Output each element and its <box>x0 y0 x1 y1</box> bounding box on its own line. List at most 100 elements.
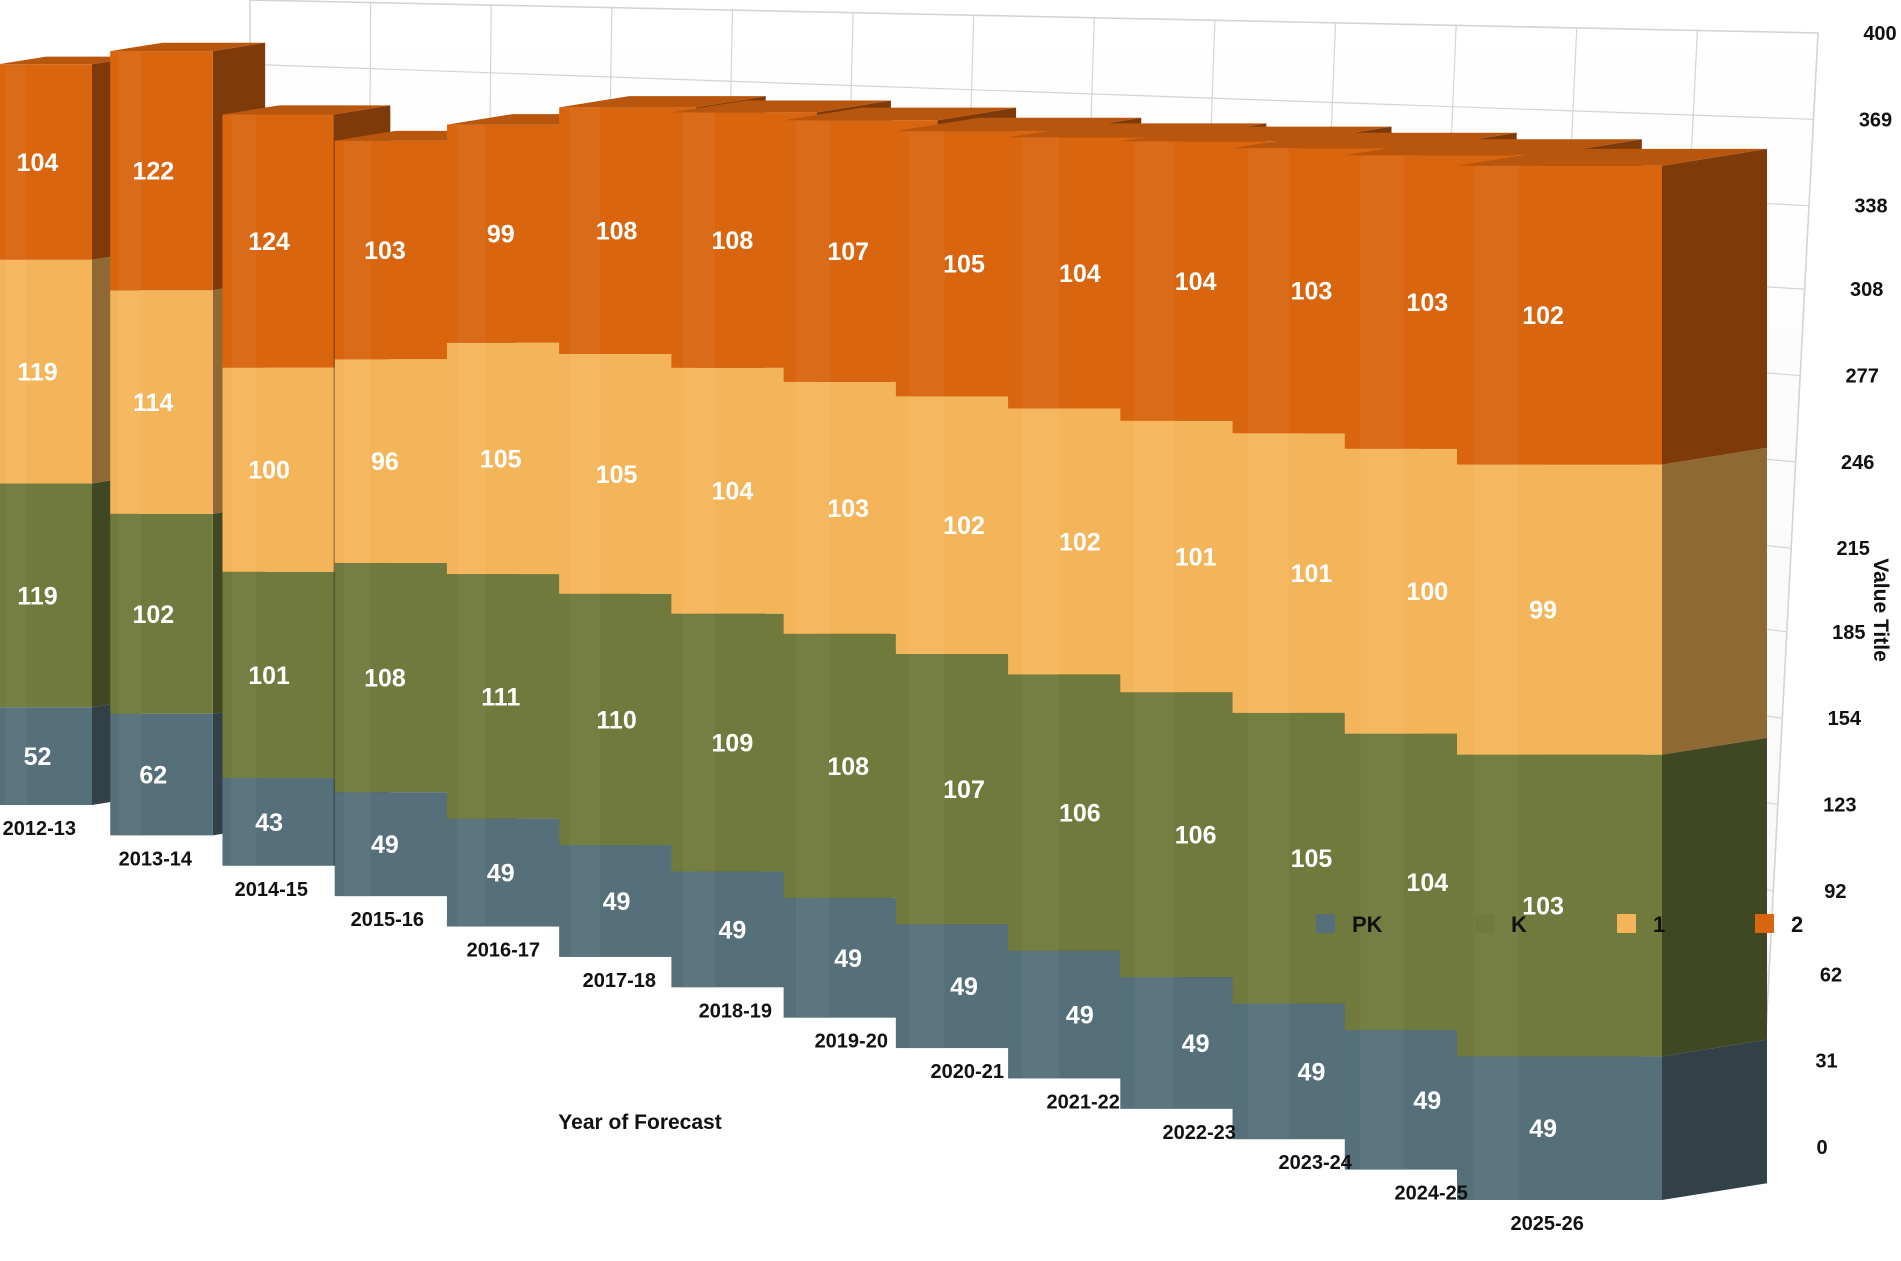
x-tick-label: 2017-18 <box>583 970 656 992</box>
data-label-1: 102 <box>1059 528 1101 556</box>
bar-segment-highlight <box>118 513 141 714</box>
bar-top-face <box>895 117 1142 132</box>
x-tick-label: 2025-26 <box>1510 1213 1583 1235</box>
bar-segment-highlight <box>118 713 141 836</box>
data-label-2: 108 <box>596 218 638 246</box>
bar-segment-highlight <box>1247 712 1289 1004</box>
bar-segment-highlight <box>908 396 945 654</box>
bar-segment-highlight <box>231 571 256 778</box>
data-label-K: 110 <box>596 706 636 734</box>
bar-segment <box>446 574 576 819</box>
data-label-PK: 52 <box>24 743 52 771</box>
bar-segment <box>1457 754 1662 1057</box>
bar-segment-highlight <box>1021 674 1060 951</box>
bar-segment-highlight <box>118 290 141 514</box>
y-axis-ticks: 0 31 62 92 123 154 185 215 246 277 308 338 369 400 <box>1815 23 1896 1159</box>
legend: PK K 1 2 <box>1316 912 1803 937</box>
y-tick-label: 338 <box>1854 196 1887 218</box>
x-tick-label: 2015-16 <box>351 909 424 931</box>
bar-segment-highlight <box>231 367 256 572</box>
data-label-2: 124 <box>248 228 290 256</box>
bar-segment-highlight <box>344 140 371 360</box>
bar-segment-highlight <box>5 259 27 484</box>
bar-segment <box>222 571 334 778</box>
data-label-PK: 62 <box>139 762 167 790</box>
data-label-1: 100 <box>248 457 290 485</box>
data-label-1: 114 <box>133 389 173 417</box>
bar-segment-highlight <box>1247 148 1289 434</box>
bar-segment-highlight <box>795 897 830 1018</box>
bar-top-face <box>1344 139 1642 156</box>
data-label-PK: 49 <box>603 888 631 916</box>
data-label-2: 122 <box>132 158 174 186</box>
y-tick-label: 400 <box>1863 23 1896 45</box>
bar-segment <box>334 562 455 793</box>
bar-segment-highlight <box>457 574 486 819</box>
data-label-2: 104 <box>17 149 59 177</box>
bar-segment-highlight <box>1360 155 1404 449</box>
data-label-K: 106 <box>1059 800 1101 828</box>
bar-segment-highlight <box>1360 448 1404 734</box>
data-label-1: 100 <box>1406 578 1448 606</box>
data-label-PK: 49 <box>718 916 746 944</box>
x-tick-label: 2022-23 <box>1163 1122 1236 1144</box>
data-label-K: 111 <box>481 683 520 711</box>
bar-segment-side <box>1662 447 1767 755</box>
y-tick-label: 92 <box>1824 881 1846 903</box>
x-tick-label: 2021-22 <box>1047 1091 1120 1113</box>
x-tick-label: 2016-17 <box>467 940 540 962</box>
bar-segment-highlight <box>795 120 830 382</box>
data-label-1: 101 <box>1175 544 1217 572</box>
bar-segment-highlight <box>344 562 371 793</box>
bar-segment-highlight <box>908 924 945 1049</box>
data-label-PK: 49 <box>1413 1087 1441 1115</box>
bar-segment <box>0 707 92 805</box>
bar-segment <box>1457 165 1662 465</box>
bar-stack-2025-26: 49 103 99 102 <box>1457 148 1767 1200</box>
bar-segment-highlight <box>908 131 945 397</box>
data-label-K: 109 <box>712 730 754 758</box>
data-label-1: 99 <box>1529 597 1557 625</box>
bar-segment-highlight <box>1360 733 1404 1031</box>
bar-top-face <box>1457 148 1767 166</box>
y-tick-label: 215 <box>1836 538 1869 560</box>
data-label-K: 103 <box>1522 893 1564 921</box>
bar-segment-highlight <box>795 633 830 898</box>
bar-segment-highlight <box>1021 950 1060 1079</box>
y-tick-label: 369 <box>1859 109 1892 131</box>
y-tick-label: 0 <box>1816 1137 1827 1159</box>
data-label-PK: 49 <box>1529 1115 1557 1143</box>
bar-segment <box>222 777 334 866</box>
bars: 52 119 119 104 62 102 114 122 43 101 100 124 49 108 96… <box>0 42 1767 1200</box>
legend-item-PK: PK <box>1316 912 1383 937</box>
x-tick-label: 2020-21 <box>931 1061 1004 1083</box>
bar-segment-highlight <box>683 367 715 614</box>
y-tick-label: 185 <box>1832 622 1865 644</box>
bar-segment-side <box>1662 148 1767 465</box>
bar-segment-highlight <box>1360 1030 1404 1170</box>
bar-segment-highlight <box>683 613 715 872</box>
bar-top-face <box>671 100 891 113</box>
bar-segment-side <box>1662 1039 1767 1200</box>
data-label-PK: 49 <box>1298 1058 1326 1086</box>
legend-item-K: K <box>1475 912 1527 937</box>
legend-item-2: 2 <box>1755 912 1803 937</box>
data-label-1: 103 <box>827 495 869 523</box>
bar-segment-highlight <box>570 845 601 957</box>
data-label-PK: 49 <box>371 831 399 859</box>
bar-segment <box>334 140 455 360</box>
bar-segment-highlight <box>457 818 486 927</box>
bar-top-face <box>783 107 1017 121</box>
bar-segment-highlight <box>344 359 371 563</box>
bar-segment-highlight <box>118 51 141 291</box>
legend-swatch <box>1755 914 1774 933</box>
legend-label: K <box>1511 912 1527 937</box>
data-label-1: 105 <box>596 461 638 489</box>
bar-segment <box>1457 464 1662 755</box>
data-label-PK: 49 <box>834 945 862 973</box>
bar-segment-highlight <box>795 381 830 634</box>
bar-segment-highlight <box>683 871 715 988</box>
legend-item-1: 1 <box>1617 912 1665 937</box>
bar-segment-highlight <box>1021 137 1060 409</box>
bar-segment <box>334 359 455 563</box>
